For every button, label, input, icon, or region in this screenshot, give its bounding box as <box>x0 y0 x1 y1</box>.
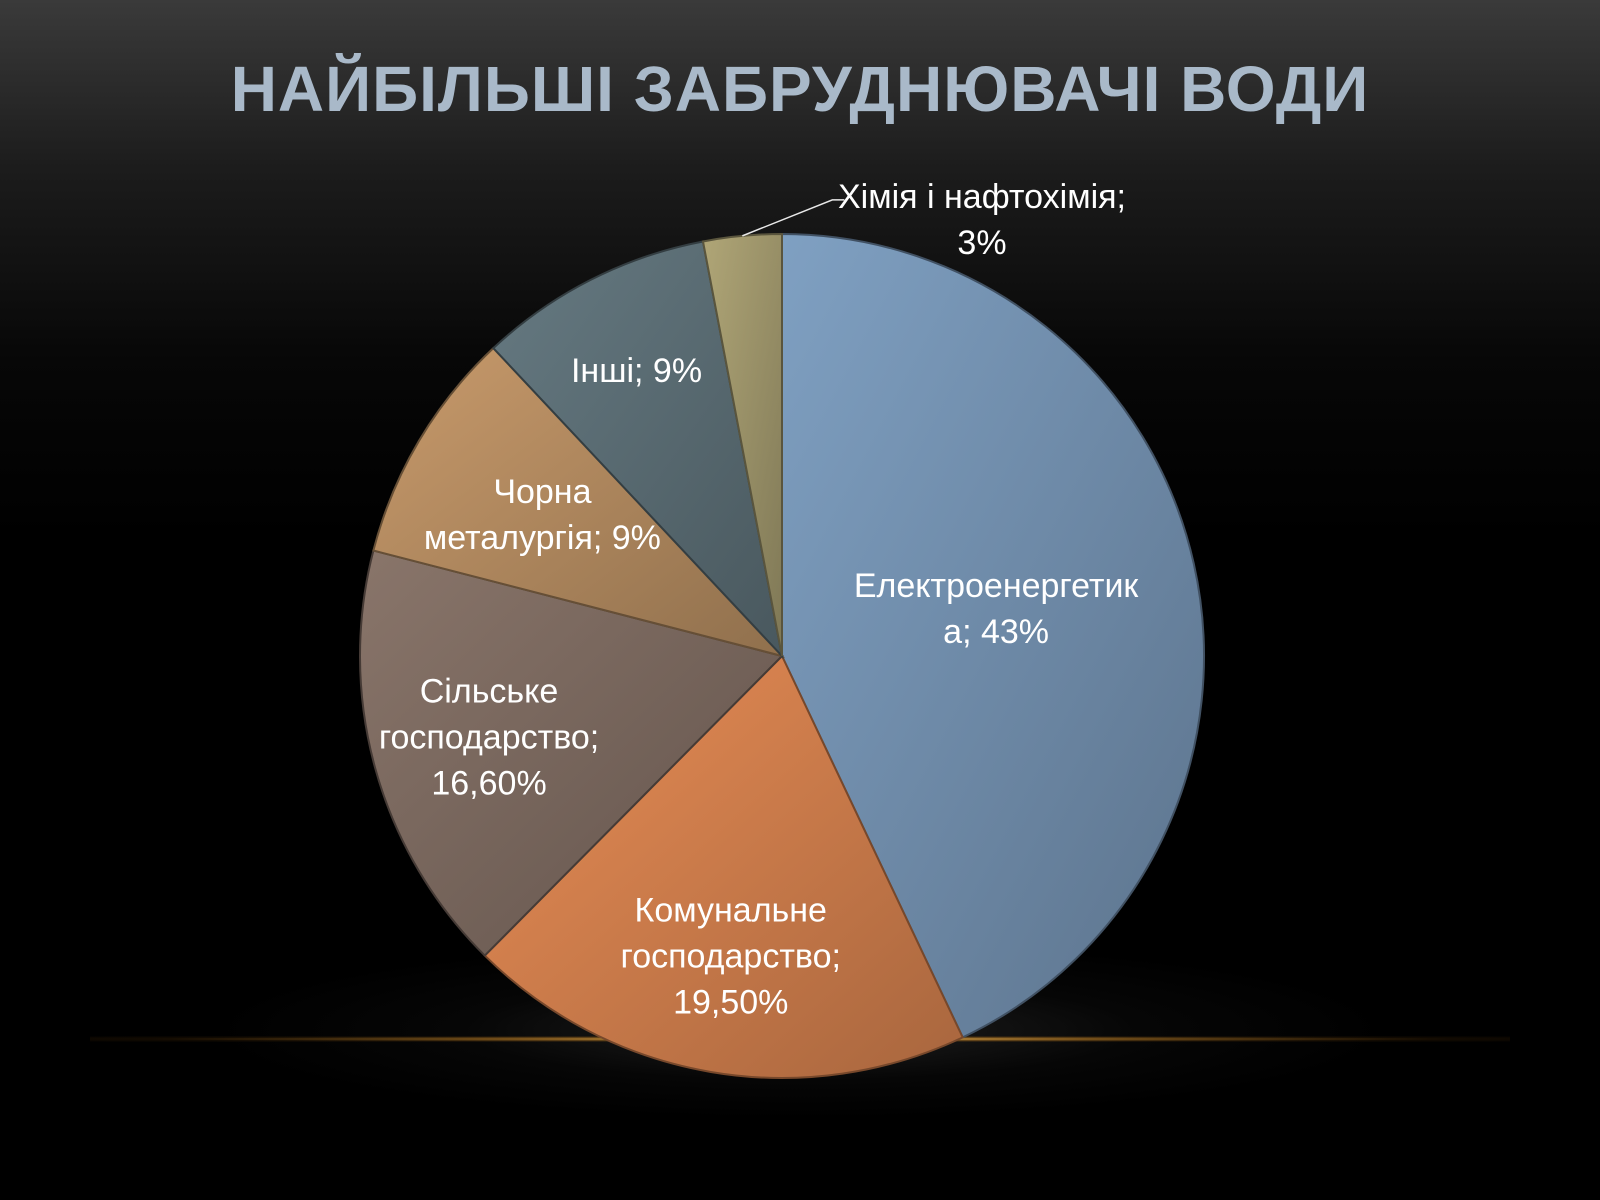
pie-labels: Електроенергетик а; 43% Комунальне господар… <box>379 178 1140 1021</box>
pie-slice-хімія-і-нафтохімія <box>701 232 783 657</box>
leader-line <box>742 199 845 237</box>
pie-slice-електроенергетика <box>781 232 1205 1039</box>
pie-slice-сільське-господарство <box>359 549 784 957</box>
pie-label-комунальне-господарство: Комунальне господарство; 19,50% <box>621 891 841 1021</box>
pie-slice-комунальне-господарство <box>483 654 965 1079</box>
pie-slice-інші <box>491 240 784 660</box>
pie-label-електроенергетика: Електроенергетик а; 43% <box>854 567 1140 651</box>
pie-label-сільське-господарство: Сільське господарство; 16,60% <box>379 673 599 803</box>
pie-label-чорна-металургія: Чорна металургія; 9% <box>424 473 661 557</box>
pie-label-інші: Інші; 9% <box>571 352 702 390</box>
slide-title: НАЙБІЛЬШІ ЗАБРУДНЮВАЧІ ВОДИ <box>230 53 1370 125</box>
pie-label-хімія-і-нафтохімія: Хімія і нафтохімія; 3% <box>838 178 1126 262</box>
pie-slices <box>359 232 1205 1079</box>
pie-slice-чорна-металургія <box>372 346 786 658</box>
